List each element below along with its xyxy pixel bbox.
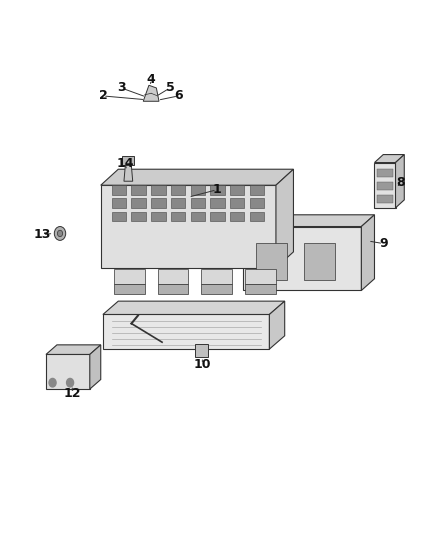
Polygon shape bbox=[396, 155, 404, 208]
Polygon shape bbox=[210, 198, 225, 208]
Polygon shape bbox=[103, 314, 269, 349]
Polygon shape bbox=[230, 185, 244, 195]
Text: 4: 4 bbox=[147, 73, 155, 86]
Text: 12: 12 bbox=[64, 387, 81, 400]
Polygon shape bbox=[243, 215, 374, 227]
Polygon shape bbox=[250, 212, 264, 221]
Polygon shape bbox=[112, 198, 126, 208]
Polygon shape bbox=[191, 198, 205, 208]
Text: 8: 8 bbox=[396, 176, 405, 189]
Polygon shape bbox=[112, 212, 126, 221]
Polygon shape bbox=[143, 85, 159, 101]
Text: 13: 13 bbox=[34, 228, 51, 241]
Polygon shape bbox=[374, 163, 396, 208]
Polygon shape bbox=[377, 182, 393, 190]
Text: 5: 5 bbox=[166, 82, 174, 94]
Polygon shape bbox=[245, 269, 276, 284]
Circle shape bbox=[49, 378, 56, 387]
Polygon shape bbox=[114, 269, 145, 284]
Polygon shape bbox=[201, 284, 232, 295]
Polygon shape bbox=[276, 169, 293, 268]
Polygon shape bbox=[201, 269, 232, 284]
Polygon shape bbox=[151, 185, 166, 195]
Polygon shape bbox=[304, 243, 335, 280]
Polygon shape bbox=[230, 212, 244, 221]
Polygon shape bbox=[245, 284, 276, 295]
Circle shape bbox=[57, 230, 63, 237]
Polygon shape bbox=[210, 212, 225, 221]
Polygon shape bbox=[210, 185, 225, 195]
Polygon shape bbox=[151, 212, 166, 221]
Polygon shape bbox=[230, 198, 244, 208]
Polygon shape bbox=[377, 169, 393, 177]
Text: 9: 9 bbox=[379, 237, 388, 250]
Polygon shape bbox=[191, 185, 205, 195]
Text: 14: 14 bbox=[116, 157, 134, 169]
Polygon shape bbox=[131, 198, 146, 208]
Polygon shape bbox=[46, 354, 90, 389]
Polygon shape bbox=[195, 344, 208, 357]
Polygon shape bbox=[101, 169, 293, 185]
Polygon shape bbox=[151, 198, 166, 208]
Text: 1: 1 bbox=[212, 183, 221, 196]
Circle shape bbox=[67, 378, 74, 387]
Polygon shape bbox=[131, 212, 146, 221]
Polygon shape bbox=[114, 284, 145, 295]
Polygon shape bbox=[122, 156, 134, 165]
Polygon shape bbox=[112, 185, 126, 195]
Circle shape bbox=[54, 227, 66, 240]
Polygon shape bbox=[250, 198, 264, 208]
Polygon shape bbox=[124, 161, 133, 181]
Text: 6: 6 bbox=[174, 90, 183, 102]
Polygon shape bbox=[158, 284, 188, 295]
Text: 2: 2 bbox=[99, 90, 107, 102]
Polygon shape bbox=[361, 215, 374, 290]
Polygon shape bbox=[131, 185, 146, 195]
Polygon shape bbox=[171, 185, 185, 195]
Polygon shape bbox=[243, 227, 361, 290]
Polygon shape bbox=[101, 185, 276, 268]
Text: 10: 10 bbox=[194, 358, 211, 371]
Polygon shape bbox=[171, 198, 185, 208]
Polygon shape bbox=[90, 345, 101, 389]
Polygon shape bbox=[269, 301, 285, 349]
Polygon shape bbox=[171, 212, 185, 221]
Polygon shape bbox=[158, 269, 188, 284]
Text: 3: 3 bbox=[117, 82, 126, 94]
Polygon shape bbox=[374, 155, 404, 163]
Polygon shape bbox=[191, 212, 205, 221]
Polygon shape bbox=[377, 195, 393, 203]
Polygon shape bbox=[256, 243, 287, 280]
Polygon shape bbox=[46, 345, 101, 354]
Polygon shape bbox=[103, 301, 285, 314]
Polygon shape bbox=[250, 185, 264, 195]
